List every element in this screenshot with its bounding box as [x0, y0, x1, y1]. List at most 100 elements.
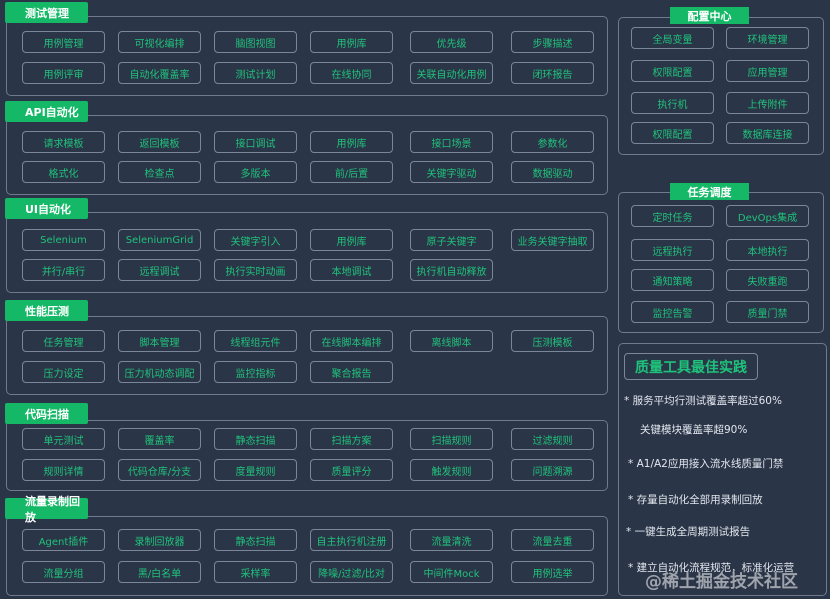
- section-1-item[interactable]: 数据驱动: [511, 161, 594, 183]
- config_center-item[interactable]: 数据库连接: [726, 122, 809, 144]
- best-practices-title: 质量工具最佳实践: [624, 353, 758, 380]
- config_center-title: 配置中心: [670, 7, 749, 24]
- task_scheduling-item[interactable]: 通知策略: [631, 269, 714, 291]
- section-4-item[interactable]: 静态扫描: [214, 428, 297, 450]
- section-4-title: 代码扫描: [5, 403, 88, 424]
- section-3-item[interactable]: 离线脚本: [410, 330, 493, 352]
- section-0-item[interactable]: 在线协同: [310, 62, 393, 84]
- section-4-item[interactable]: 覆盖率: [118, 428, 201, 450]
- task_scheduling-item[interactable]: DevOps集成: [726, 205, 809, 227]
- section-4-container: [6, 420, 608, 491]
- section-2-item[interactable]: 关键字引入: [214, 229, 297, 251]
- section-0-item[interactable]: 用例评审: [22, 62, 105, 84]
- section-1-item[interactable]: 请求模板: [22, 131, 105, 153]
- section-0-item[interactable]: 测试计划: [214, 62, 297, 84]
- section-4-item[interactable]: 扫描方案: [310, 428, 393, 450]
- section-2-item[interactable]: 并行/串行: [22, 259, 105, 281]
- section-5-item[interactable]: 用例选举: [511, 561, 594, 583]
- section-5-item[interactable]: 降噪/过滤/比对: [310, 561, 393, 583]
- section-5-item[interactable]: 采样率: [214, 561, 297, 583]
- section-2-item[interactable]: SeleniumGrid: [118, 229, 201, 251]
- section-5-item[interactable]: 自主执行机注册: [310, 529, 393, 551]
- section-4-item[interactable]: 代码仓库/分支: [118, 459, 201, 481]
- section-3-item[interactable]: 压测模板: [511, 330, 594, 352]
- section-1-item[interactable]: 多版本: [214, 161, 297, 183]
- task_scheduling-item[interactable]: 失败重跑: [726, 269, 809, 291]
- watermark: @稀土掘金技术社区: [645, 572, 798, 592]
- section-1-item[interactable]: 接口场景: [410, 131, 493, 153]
- section-3-item[interactable]: 脚本管理: [118, 330, 201, 352]
- config_center-item[interactable]: 环境管理: [726, 27, 809, 49]
- section-0-item[interactable]: 关联自动化用例: [410, 62, 493, 84]
- section-5-item[interactable]: 流量清洗: [410, 529, 493, 551]
- section-0-item[interactable]: 自动化覆盖率: [118, 62, 201, 84]
- section-2-item[interactable]: 用例库: [310, 229, 393, 251]
- section-5-title: 流量录制回放: [5, 495, 88, 524]
- section-2-item[interactable]: 远程调试: [118, 259, 201, 281]
- section-4-item[interactable]: 扫描规则: [410, 428, 493, 450]
- section-1-item[interactable]: 接口调试: [214, 131, 297, 153]
- section-0-item[interactable]: 优先级: [410, 31, 493, 53]
- section-2-container: [6, 212, 608, 293]
- best-practices-container: [618, 343, 827, 596]
- config_center-item[interactable]: 执行机: [631, 92, 714, 114]
- section-1-item[interactable]: 前/后置: [310, 161, 393, 183]
- section-4-item[interactable]: 度量规则: [214, 459, 297, 481]
- section-3-item[interactable]: 在线脚本编排: [310, 330, 393, 352]
- section-1-item[interactable]: 格式化: [22, 161, 105, 183]
- section-3-item[interactable]: 压力设定: [22, 361, 105, 383]
- section-1-item[interactable]: 返回模板: [118, 131, 201, 153]
- best-practice-item: * A1/A2应用接入流水线质量门禁: [628, 458, 784, 470]
- task_scheduling-item[interactable]: 监控告警: [631, 301, 714, 323]
- task_scheduling-item[interactable]: 本地执行: [726, 239, 809, 261]
- section-5-item[interactable]: 录制回放器: [118, 529, 201, 551]
- section-0-item[interactable]: 脑图视图: [214, 31, 297, 53]
- best-practice-item: 关键模块覆盖率超90%: [640, 424, 748, 436]
- section-0-item[interactable]: 闭环报告: [511, 62, 594, 84]
- section-1-item[interactable]: 用例库: [310, 131, 393, 153]
- section-5-item[interactable]: 黑/白名单: [118, 561, 201, 583]
- section-1-item[interactable]: 关键字驱动: [410, 161, 493, 183]
- section-1-item[interactable]: 参数化: [511, 131, 594, 153]
- section-0-item[interactable]: 可视化编排: [118, 31, 201, 53]
- section-1-title: API自动化: [5, 101, 88, 122]
- section-4-item[interactable]: 过滤规则: [511, 428, 594, 450]
- section-1-item[interactable]: 检查点: [118, 161, 201, 183]
- section-2-item[interactable]: 本地调试: [310, 259, 393, 281]
- task_scheduling-title: 任务调度: [670, 183, 749, 200]
- section-4-item[interactable]: 质量评分: [310, 459, 393, 481]
- section-2-title: UI自动化: [5, 198, 88, 219]
- section-3-item[interactable]: 监控指标: [214, 361, 297, 383]
- section-0-item[interactable]: 步骤描述: [511, 31, 594, 53]
- best-practice-item: * 建立自动化流程规范，标准化运营: [628, 562, 795, 574]
- config_center-item[interactable]: 应用管理: [726, 60, 809, 82]
- section-4-item[interactable]: 单元测试: [22, 428, 105, 450]
- config_center-item[interactable]: 权限配置: [631, 122, 714, 144]
- section-2-item[interactable]: 原子关键字: [410, 229, 493, 251]
- section-2-item[interactable]: 执行机自动释放: [410, 259, 493, 281]
- section-2-item[interactable]: 执行实时动画: [214, 259, 297, 281]
- config_center-item[interactable]: 权限配置: [631, 60, 714, 82]
- section-4-item[interactable]: 规则详情: [22, 459, 105, 481]
- task_scheduling-item[interactable]: 质量门禁: [726, 301, 809, 323]
- section-0-item[interactable]: 用例管理: [22, 31, 105, 53]
- section-3-item[interactable]: 线程组元件: [214, 330, 297, 352]
- section-5-item[interactable]: 静态扫描: [214, 529, 297, 551]
- task_scheduling-item[interactable]: 远程执行: [631, 239, 714, 261]
- section-2-item[interactable]: Selenium: [22, 229, 105, 251]
- config_center-item[interactable]: 全局变量: [631, 27, 714, 49]
- section-4-item[interactable]: 问题溯源: [511, 459, 594, 481]
- best-practice-item: * 存量自动化全部用录制回放: [628, 494, 763, 506]
- section-3-item[interactable]: 聚合报告: [310, 361, 393, 383]
- section-4-item[interactable]: 触发规则: [410, 459, 493, 481]
- task_scheduling-item[interactable]: 定时任务: [631, 205, 714, 227]
- section-0-item[interactable]: 用例库: [310, 31, 393, 53]
- section-5-item[interactable]: 流量去重: [511, 529, 594, 551]
- section-3-item[interactable]: 任务管理: [22, 330, 105, 352]
- section-5-item[interactable]: Agent插件: [22, 529, 105, 551]
- section-5-item[interactable]: 流量分组: [22, 561, 105, 583]
- config_center-item[interactable]: 上传附件: [726, 92, 809, 114]
- section-2-item[interactable]: 业务关键字抽取: [511, 229, 594, 251]
- section-3-item[interactable]: 压力机动态调配: [118, 361, 201, 383]
- section-5-item[interactable]: 中间件Mock: [410, 561, 493, 583]
